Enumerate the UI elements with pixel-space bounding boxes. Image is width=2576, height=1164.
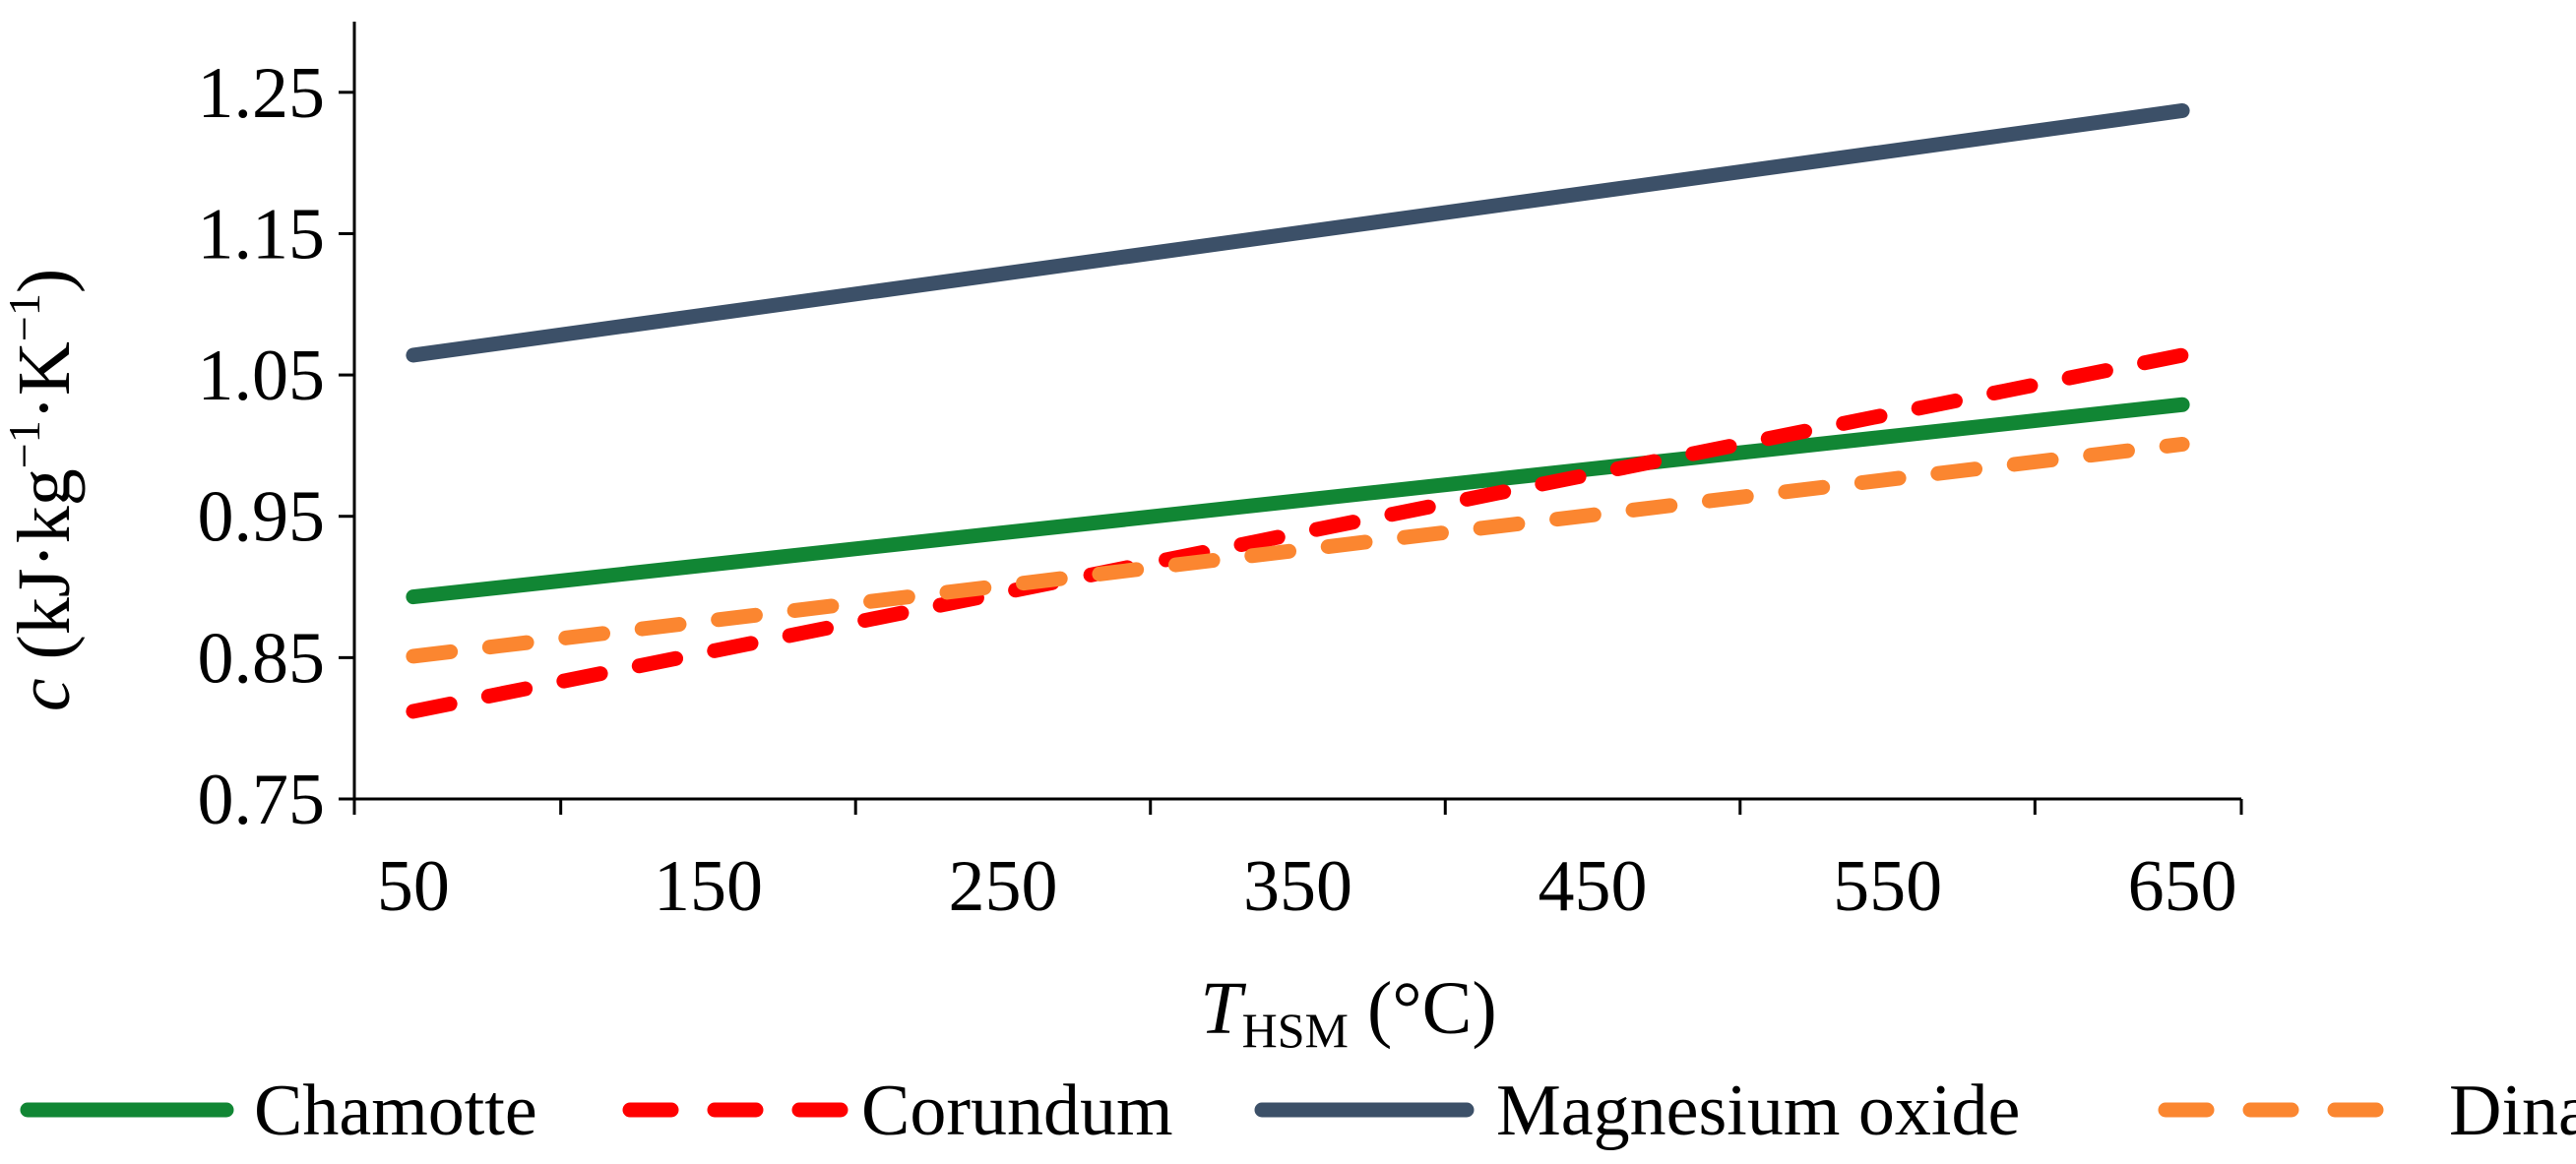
y-tick-label: 1.25 [198,53,326,134]
y-axis-unit-mid: ·K [3,341,86,420]
y-axis-tick-labels: 0.75 0.85 0.95 1.05 1.15 1.25 [198,53,326,840]
y-axis-exp1: −1 [0,420,49,468]
legend-label: Magnesium oxide [1496,1071,2020,1151]
x-tick-label: 50 [377,846,450,927]
series-line-corundum [406,347,2190,719]
x-axis-title: THSM (°C) [1200,967,1496,1058]
x-axis-subscript: HSM [1242,1003,1349,1058]
x-tick-label: 150 [654,846,763,927]
legend-label: Dinas [2449,1071,2576,1151]
y-tick-label: 0.75 [198,760,326,840]
y-axis-exp2: −1 [0,293,49,341]
series-line-magnesium-oxide [406,102,2190,363]
y-axis-variable: c [3,678,86,711]
x-axis-ticks [352,799,2243,815]
axes: 0.750.850.951.051.151.25 50 150 250 350 450 5… [198,22,2243,927]
x-tick-label: 550 [1833,846,1942,927]
x-tick-label: 350 [1243,846,1352,927]
y-axis-unit-suffix: ) [3,269,86,293]
series-line-dinas [406,436,2190,664]
x-axis-variable: T [1200,967,1246,1050]
x-tick-label: 650 [2128,846,2237,927]
series-lines [406,102,2190,719]
y-tick-label: 0.85 [198,618,326,699]
y-tick-label: 1.15 [198,194,326,275]
series-line-chamotte [406,397,2190,605]
legend-label: Chamotte [254,1071,537,1151]
y-tick-label: 1.05 [198,336,326,416]
y-axis-unit-prefix: (kJ·kg [3,468,86,678]
y-axis-title: c (kJ·kg−1·K−1) [0,269,86,711]
y-tick-label: 0.95 [198,477,326,558]
x-tick-label: 450 [1539,846,1648,927]
x-axis-unit: (°C) [1349,967,1497,1050]
x-tick-label: 250 [948,846,1057,927]
x-axis-tick-labels: 50 150 250 350 450 550 650 [377,846,2237,927]
y-axis-ticks [339,91,354,801]
legend: Chamotte Corundum Magnesium oxide Dinas [20,1071,2576,1151]
legend-label: Corundum [861,1071,1173,1151]
